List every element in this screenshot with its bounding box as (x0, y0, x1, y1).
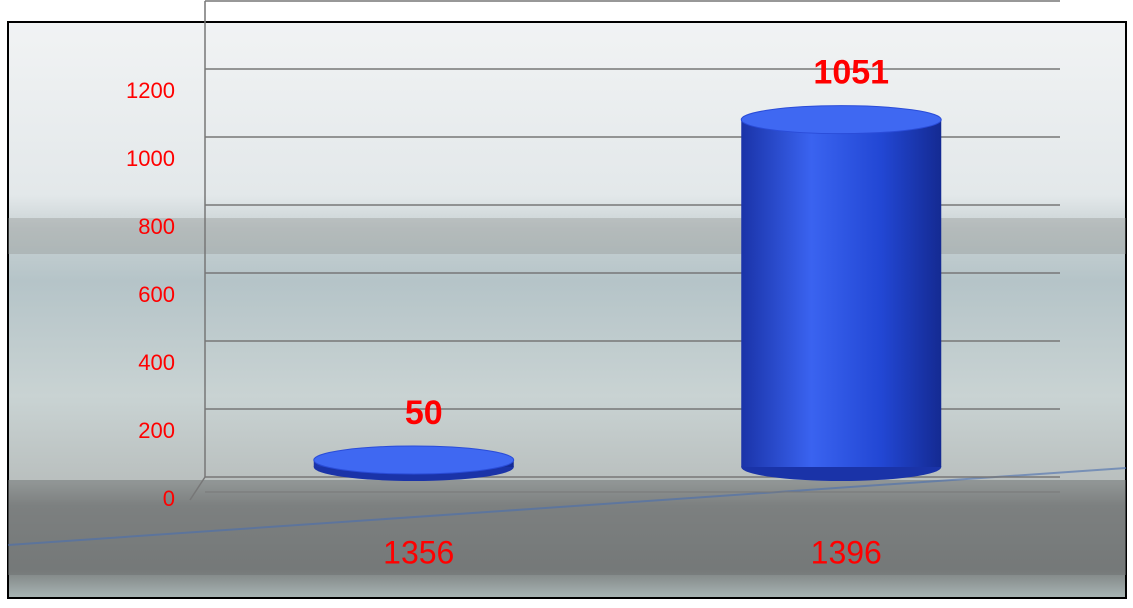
cylinder-bar (313, 445, 515, 481)
y-tick-label: 1200 (126, 78, 175, 103)
cage-frame (8, 218, 1126, 254)
floor-line (189, 476, 206, 501)
y-tick-label: 800 (138, 214, 175, 239)
y-tick-label: 600 (138, 282, 175, 307)
cylinder-body (741, 119, 942, 467)
data-label: 50 (405, 394, 443, 432)
x-tick-label: 1356 (383, 534, 454, 570)
cylinder-top (313, 445, 515, 475)
pipe-stripe (7, 467, 1127, 546)
data-label: 1051 (813, 54, 889, 92)
pipe (8, 480, 1126, 575)
y-tick-label: 200 (138, 418, 175, 443)
y-tick-label: 0 (163, 486, 175, 511)
cylinder-top (740, 105, 942, 135)
x-tick-label: 1396 (811, 534, 882, 570)
y-tick-label: 1000 (126, 146, 175, 171)
y-tick-label: 400 (138, 350, 175, 375)
cylinder-bar (740, 105, 942, 481)
